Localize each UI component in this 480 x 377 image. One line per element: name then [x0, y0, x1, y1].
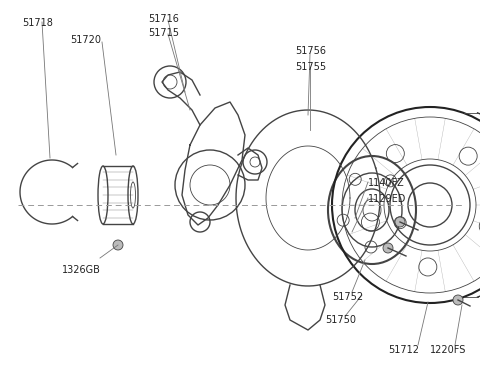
Text: 51715: 51715 [148, 28, 179, 38]
Circle shape [453, 295, 463, 305]
Text: 51756: 51756 [295, 46, 326, 56]
Text: 1220FS: 1220FS [430, 345, 467, 355]
Text: 1140FZ: 1140FZ [368, 178, 405, 188]
Text: 51718: 51718 [22, 18, 53, 28]
Text: 51752: 51752 [332, 292, 363, 302]
Circle shape [383, 243, 393, 253]
Text: 51716: 51716 [148, 14, 179, 24]
Text: 51750: 51750 [325, 315, 356, 325]
Text: 51712: 51712 [388, 345, 419, 355]
Text: 1129ED: 1129ED [368, 194, 407, 204]
Text: 1326GB: 1326GB [62, 265, 101, 275]
Circle shape [395, 217, 405, 227]
Text: 51755: 51755 [295, 62, 326, 72]
Text: 51720: 51720 [70, 35, 101, 45]
Circle shape [113, 240, 123, 250]
